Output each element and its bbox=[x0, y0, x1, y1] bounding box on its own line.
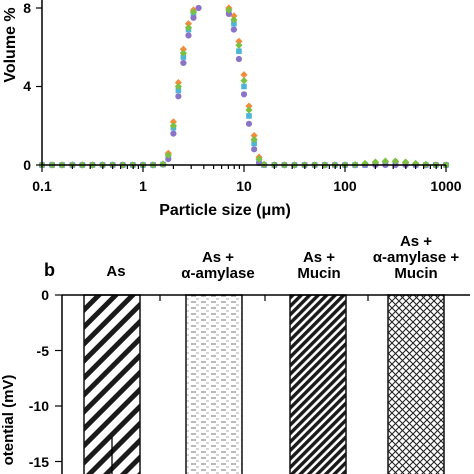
data-point bbox=[164, 151, 172, 159]
y-tick-label-b-minus5: -5 bbox=[37, 343, 50, 359]
data-point bbox=[179, 45, 187, 53]
category-label-both-line1: As + bbox=[400, 233, 432, 250]
data-point bbox=[240, 91, 248, 98]
data-point bbox=[391, 157, 400, 165]
data-point bbox=[170, 130, 177, 137]
data-point bbox=[180, 59, 187, 67]
y-tick-label-4: 4 bbox=[23, 78, 31, 94]
y-tick-label-b-minus15: -15 bbox=[29, 454, 49, 470]
data-point bbox=[381, 157, 389, 165]
bar-1 bbox=[185, 294, 243, 474]
data-point bbox=[250, 131, 258, 140]
data-point bbox=[251, 140, 257, 147]
data-point bbox=[235, 37, 243, 45]
data-point bbox=[180, 54, 187, 60]
x-tick-label-10: 10 bbox=[236, 178, 252, 194]
category-label-as: As bbox=[106, 263, 125, 280]
data-point bbox=[255, 155, 263, 163]
data-point bbox=[189, 8, 198, 16]
panel-b-bars bbox=[83, 294, 445, 474]
data-point bbox=[169, 122, 178, 130]
series-1 bbox=[39, 9, 449, 168]
data-point bbox=[240, 71, 248, 79]
y-tick-label-0: 0 bbox=[23, 157, 31, 173]
data-point bbox=[231, 20, 237, 27]
data-point bbox=[174, 82, 182, 91]
data-point bbox=[169, 118, 178, 126]
bar-3 bbox=[387, 294, 445, 474]
data-point bbox=[175, 93, 182, 100]
data-point bbox=[190, 14, 197, 21]
data-point bbox=[371, 158, 380, 166]
category-label-both-line2: α-amylase + bbox=[373, 249, 460, 266]
data-point bbox=[245, 102, 253, 110]
category-label-amylase-line1: As + bbox=[202, 249, 234, 266]
data-point bbox=[225, 10, 232, 17]
data-point bbox=[245, 120, 253, 127]
data-point bbox=[235, 55, 243, 63]
y-tick-label-b-minus10: -10 bbox=[29, 398, 49, 414]
data-point bbox=[361, 159, 369, 168]
data-point bbox=[250, 135, 258, 144]
y-tick-label-8: 8 bbox=[23, 0, 31, 16]
data-point bbox=[230, 16, 238, 24]
data-point bbox=[185, 32, 192, 39]
data-point bbox=[179, 49, 187, 57]
panel-b-zeta-potential-chart: b As As + α-amylase As + Mucin As + α-am… bbox=[0, 233, 470, 474]
data-point bbox=[195, 4, 202, 12]
panel-a-x-ticks bbox=[41, 165, 447, 172]
data-point bbox=[174, 78, 182, 87]
data-point bbox=[230, 12, 238, 20]
data-point bbox=[184, 20, 193, 28]
data-point bbox=[225, 6, 233, 14]
panel-a-particle-size-chart: 0.1 1 10 100 1000 0 4 8 Particle size (μ… bbox=[2, 0, 462, 219]
category-label-mucin-line1: As + bbox=[303, 249, 335, 266]
category-label-amylase-line2: α-amylase bbox=[181, 265, 254, 282]
category-label-both-line3: Mucin bbox=[394, 265, 437, 282]
data-point bbox=[245, 106, 253, 114]
y-tick-label-b-0: 0 bbox=[41, 287, 49, 303]
data-point bbox=[246, 113, 252, 119]
data-point bbox=[251, 146, 258, 153]
panel-b-y-ticks bbox=[55, 294, 62, 463]
panel-b-label: b bbox=[44, 260, 55, 280]
panel-b-x-ticks bbox=[159, 295, 369, 301]
panel-a-x-axis-title: Particle size (μm) bbox=[159, 202, 291, 219]
data-point bbox=[165, 156, 172, 163]
x-tick-label-1000: 1000 bbox=[430, 178, 461, 194]
data-point bbox=[159, 160, 167, 168]
data-point bbox=[230, 26, 237, 33]
category-label-mucin-line2: Mucin bbox=[297, 265, 340, 282]
data-point bbox=[241, 83, 247, 90]
data-point bbox=[401, 158, 410, 166]
bar-2 bbox=[289, 294, 347, 474]
data-point bbox=[236, 48, 242, 54]
panel-a-y-ticks bbox=[36, 7, 42, 166]
data-point bbox=[184, 24, 193, 32]
panel-a-data-points bbox=[38, 4, 450, 169]
data-point bbox=[235, 41, 243, 49]
x-tick-label-0.1: 0.1 bbox=[32, 178, 52, 194]
x-tick-label-1: 1 bbox=[139, 178, 147, 194]
data-point bbox=[240, 77, 248, 85]
x-tick-label-100: 100 bbox=[333, 178, 357, 194]
data-point bbox=[175, 87, 182, 94]
panel-a-y-axis-title: Volume % bbox=[2, 7, 19, 82]
panel-b-y-axis-title: otential (mV) bbox=[0, 375, 17, 466]
